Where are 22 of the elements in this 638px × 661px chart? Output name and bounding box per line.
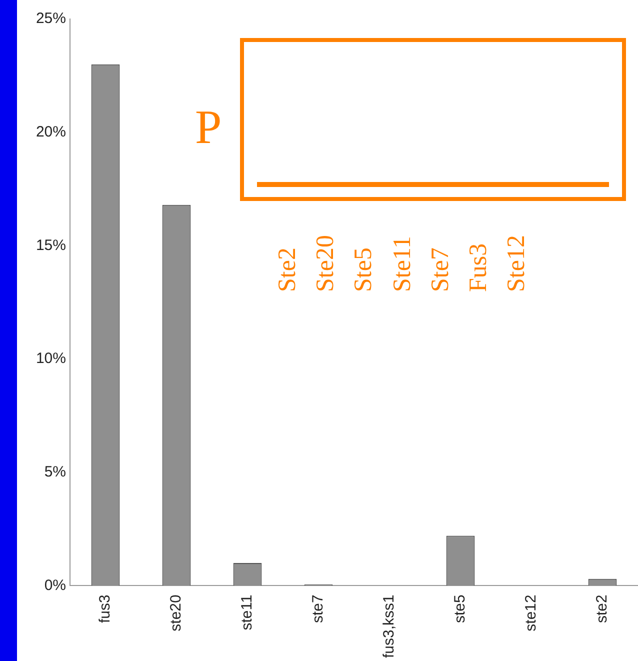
- annotation: Ste12: [503, 235, 530, 292]
- annotation: P: [195, 100, 222, 155]
- x-tick-label: ste2: [594, 594, 611, 623]
- annotation: Ste5: [350, 248, 378, 292]
- y-tick-label: 0%: [44, 576, 66, 594]
- annotation: Ste2: [274, 248, 301, 292]
- y-tick-label: 20%: [36, 123, 66, 140]
- x-tick-label: ste7: [310, 594, 327, 623]
- y-tick-label: 10%: [36, 350, 66, 368]
- annotation: Fus3: [465, 243, 492, 292]
- y-tick-label: 15%: [36, 236, 66, 254]
- x-tick-label: ste20: [168, 594, 185, 632]
- y-tick-label: 5%: [44, 463, 66, 480]
- x-tick-label: ste5: [452, 594, 469, 623]
- annotation: Ste7: [426, 248, 454, 292]
- x-tick-label: ste11: [238, 594, 256, 630]
- x-tick-label: fus3,kss1: [380, 594, 398, 658]
- annotation: Ste11: [388, 236, 416, 292]
- annotation: Ste20: [312, 235, 340, 292]
- y-tick-label: 25%: [36, 10, 66, 28]
- x-tick-label: ste12: [522, 594, 540, 632]
- x-tick-label: fus3: [96, 594, 114, 623]
